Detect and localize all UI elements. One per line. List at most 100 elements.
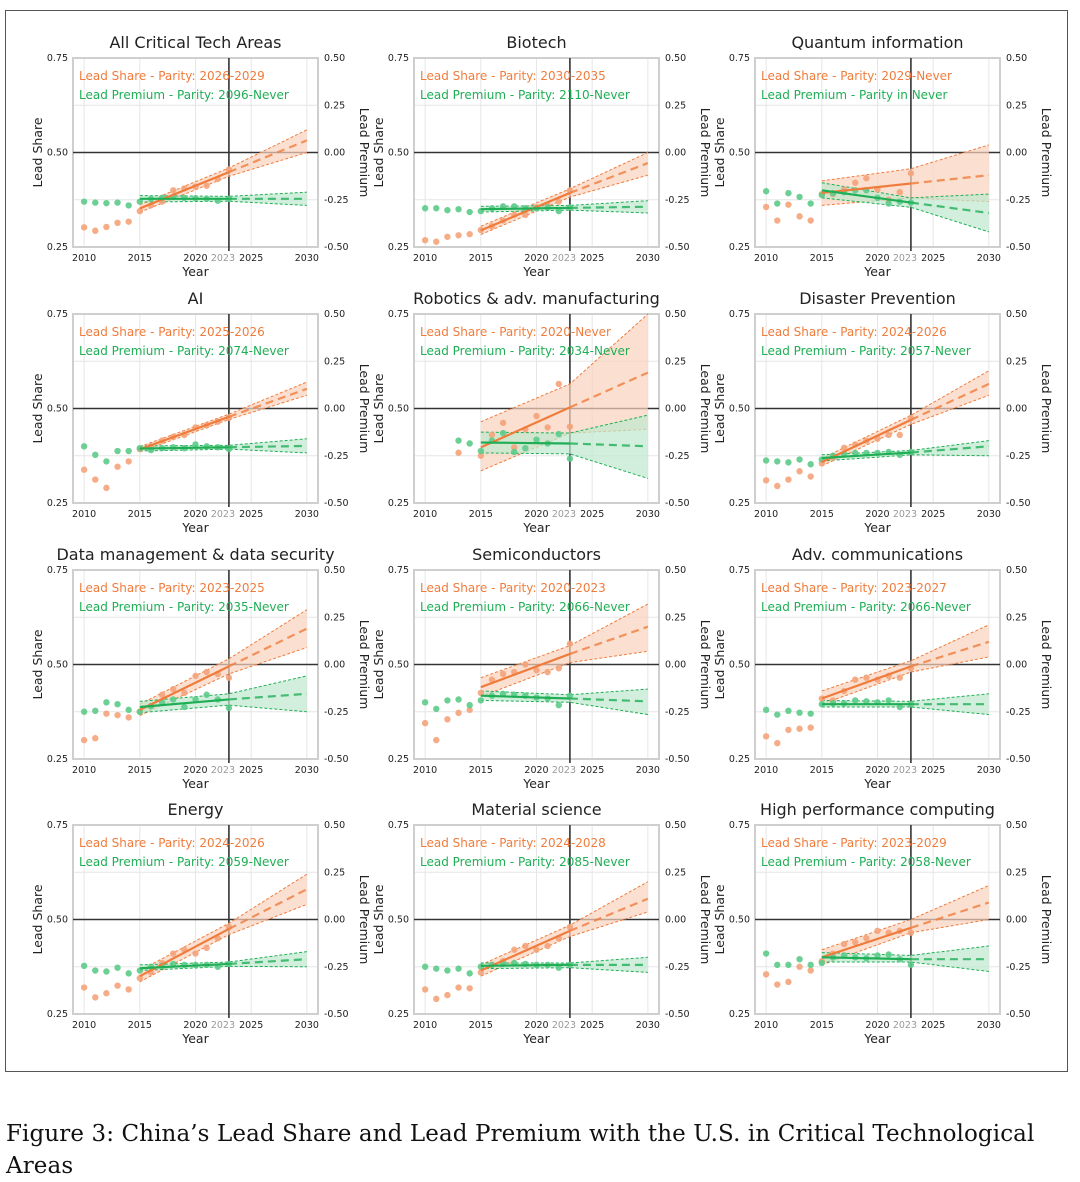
lead-share-point: [762, 971, 770, 978]
lead-premium-fit-line: [139, 698, 230, 709]
x-tick-label: 2015: [810, 509, 834, 520]
lead-premium-point: [885, 697, 892, 704]
lead-premium-ci-lower: [821, 961, 989, 972]
y2-tick-label: 0.50: [665, 53, 686, 64]
lead-premium-point: [807, 461, 814, 468]
y2-tick-label: -0.25: [324, 195, 349, 206]
x-tick-label: 2025: [580, 253, 604, 264]
x-tick-label: 2025: [239, 509, 263, 520]
x-tick-label: 2023: [552, 253, 576, 264]
lead-share-point: [114, 711, 121, 719]
x-tick-label: 2010: [413, 765, 437, 776]
lead-share-point: [544, 668, 551, 676]
legend-lead-share: Lead Share - Parity: 2023-2029: [761, 836, 947, 850]
lead-share-point: [896, 674, 903, 681]
subplot-title: Data management & data security: [56, 545, 334, 564]
lead-share-point: [774, 739, 781, 747]
y-tick-label: 0.25: [47, 754, 68, 765]
lead-share-point: [796, 963, 803, 970]
lead-share-point: [533, 946, 540, 953]
lead-premium-fit-line: [480, 963, 570, 967]
legend-lead-premium: Lead Premium - Parity: 2085-Never: [420, 855, 630, 869]
lead-premium-ci-lower: [139, 965, 307, 972]
legend-lead-share: Lead Share - Parity: 2024-2026: [79, 836, 265, 850]
y2-tick-label: 0.00: [1006, 148, 1027, 159]
x-tick-label: 2010: [754, 509, 778, 520]
lead-share-point: [225, 674, 233, 681]
lead-premium-fit-line: [821, 451, 911, 460]
lead-premium-ci-lower: [821, 706, 989, 716]
subplot-title: All Critical Tech Areas: [109, 33, 281, 52]
x-tick-label: 2020: [183, 509, 207, 520]
lead-premium-point: [92, 199, 99, 206]
y-tick-label: 0.50: [47, 660, 68, 671]
x-axis-label: Year: [181, 776, 209, 791]
lead-premium-point: [421, 205, 429, 212]
lead-share-fit-line: [821, 926, 912, 959]
lead-premium-point: [136, 198, 144, 205]
subplot-title: Quantum information: [791, 33, 963, 52]
lead-premium-point: [433, 205, 440, 212]
x-tick-label: 2030: [636, 1020, 660, 1031]
y2-tick-label: -0.50: [1006, 242, 1031, 253]
x-tick-label: 2010: [413, 509, 437, 520]
x-axis-label: Year: [863, 1031, 891, 1046]
lead-share-point: [796, 725, 803, 732]
y-tick-label: 0.75: [388, 309, 409, 320]
lead-share-point: [762, 203, 770, 211]
x-tick-label: 2025: [921, 765, 945, 776]
lead-share-forecast-line: [569, 162, 649, 194]
y2-tick-label: 0.25: [665, 100, 686, 111]
lead-share-point: [566, 923, 574, 931]
x-tick-label: 2030: [295, 1020, 319, 1031]
subplot-panel: Material science 0.25 0.50 0.75 -0.50 -0.25 0.…: [371, 800, 713, 1046]
y2-axis-label: Lead Premium: [357, 364, 372, 454]
legend-lead-premium: Lead Premium - Parity: 2059-Never: [79, 855, 289, 869]
lead-premium-ci-lower: [139, 704, 307, 714]
lead-premium-point: [522, 444, 529, 452]
lead-premium-point: [566, 455, 574, 462]
lead-premium-point: [774, 200, 781, 207]
figure-grid: All Critical Tech Areas 0.25 0.50 0.75 -0.50…: [30, 33, 1054, 1046]
lead-premium-ci-upper: [139, 191, 307, 197]
x-tick-label: 2010: [72, 509, 96, 520]
lead-share-point: [80, 736, 88, 744]
x-tick-label: 2025: [580, 765, 604, 776]
lead-share-point: [796, 468, 803, 475]
lead-share-point: [774, 981, 781, 988]
lead-share-forecast-line: [228, 627, 308, 668]
x-tick-label: 2023: [211, 253, 235, 264]
legend-lead-share: Lead Share - Parity: 2025-2026: [79, 325, 265, 339]
lead-share-point: [499, 419, 507, 427]
lead-share-fit-line: [480, 191, 571, 232]
lead-share-point: [92, 227, 99, 234]
lead-share-point: [114, 982, 121, 989]
lead-share-point: [103, 990, 110, 997]
lead-premium-fit-line: [821, 956, 911, 961]
y2-tick-label: 0.00: [665, 404, 686, 415]
y-axis-label: Lead Share: [712, 629, 727, 699]
x-tick-label: 2010: [72, 765, 96, 776]
lead-premium-fit-line: [480, 694, 570, 700]
lead-share-point: [807, 217, 814, 224]
y-tick-label: 0.75: [729, 309, 750, 320]
lead-premium-point: [896, 703, 903, 711]
x-axis-label: Year: [522, 520, 550, 535]
x-tick-label: 2030: [295, 253, 319, 264]
y-tick-label: 0.50: [47, 148, 68, 159]
subplot-title: Semiconductors: [472, 545, 601, 564]
x-tick-label: 2015: [128, 765, 152, 776]
lead-premium-point: [785, 189, 792, 197]
x-tick-label: 2025: [580, 509, 604, 520]
x-tick-label: 2023: [552, 509, 576, 520]
x-tick-label: 2015: [469, 509, 493, 520]
lead-share-point: [852, 179, 859, 186]
subplot-panel: Energy 0.25 0.50 0.75 -0.50 -0.25 0.00 0.25 0.50…: [30, 800, 372, 1046]
lead-premium-point: [92, 707, 99, 715]
x-tick-label: 2020: [865, 1020, 889, 1031]
legend-lead-share: Lead Share - Parity: 2020-2023: [420, 581, 606, 595]
lead-premium-point: [807, 710, 814, 717]
y-tick-label: 0.50: [729, 915, 750, 926]
lead-premium-ci-lower: [480, 967, 648, 973]
y-axis-label: Lead Share: [30, 373, 45, 443]
